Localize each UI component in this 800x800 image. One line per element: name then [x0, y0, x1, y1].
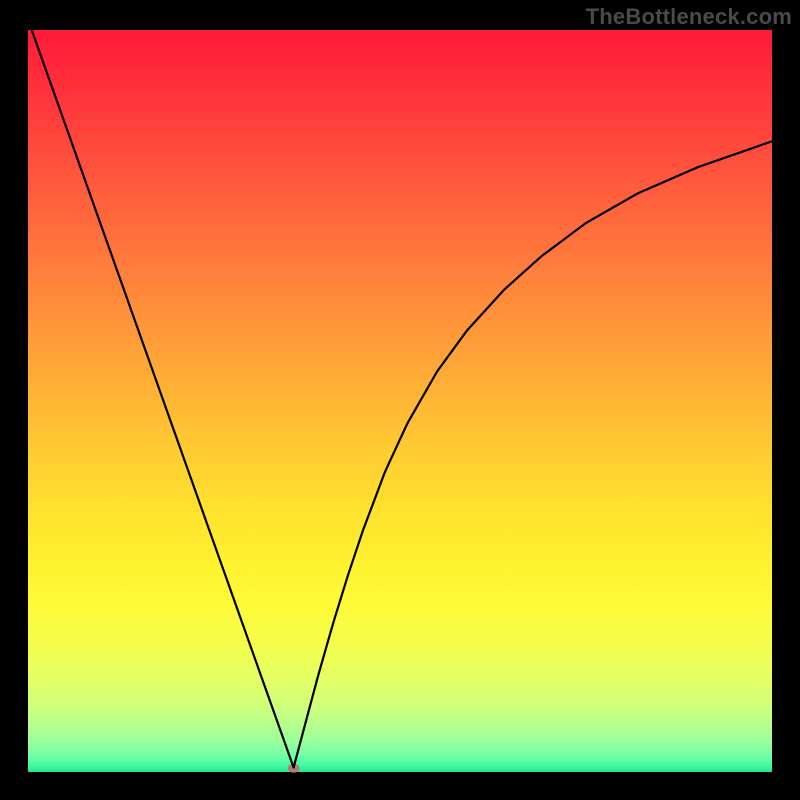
watermark-text: TheBottleneck.com: [586, 4, 792, 30]
chart-container: { "watermark": { "text": "TheBottleneck.…: [0, 0, 800, 800]
plot-background-gradient: [28, 30, 772, 772]
bottleneck-curve-chart: [0, 0, 800, 800]
